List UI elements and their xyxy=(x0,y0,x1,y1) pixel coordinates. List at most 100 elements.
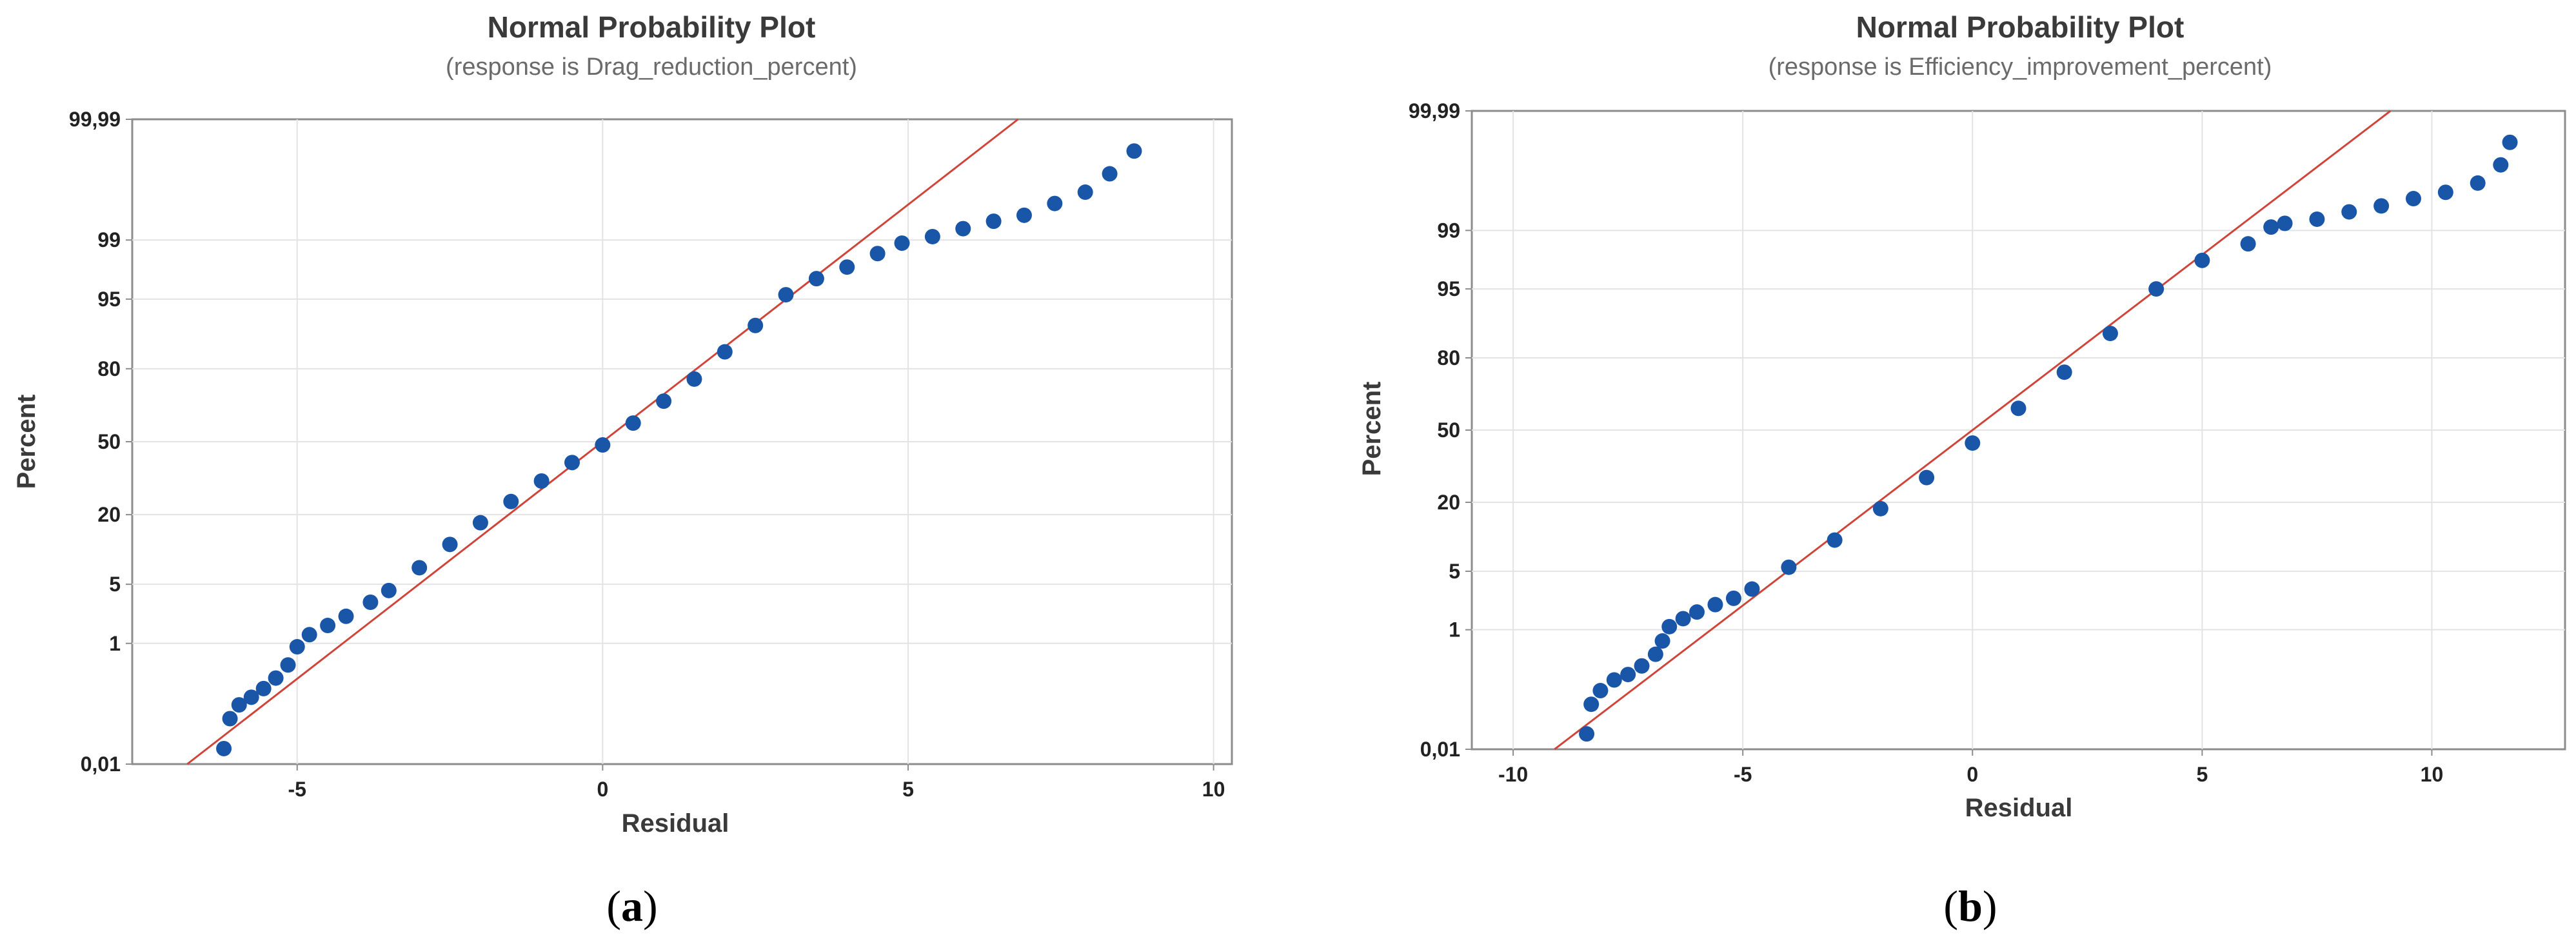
data-point xyxy=(1689,604,1705,620)
data-point xyxy=(503,493,519,509)
y-tick-label: 50 xyxy=(97,430,121,453)
data-point xyxy=(2056,364,2072,380)
data-point xyxy=(472,515,488,531)
data-point xyxy=(1077,184,1093,201)
panel-caption: (b) xyxy=(1943,881,1997,930)
data-point xyxy=(2470,175,2486,191)
data-point xyxy=(533,473,550,489)
y-tick-label: 5 xyxy=(109,573,121,596)
chart-panel-b: Normal Probability Plot (response is Eff… xyxy=(1358,10,2566,930)
x-tick-label: 10 xyxy=(1202,778,1225,801)
data-point xyxy=(289,639,305,655)
data-point xyxy=(1583,696,1600,713)
data-point xyxy=(1661,618,1678,634)
fit-line-segment xyxy=(1554,110,2392,751)
data-point xyxy=(1579,726,1595,742)
data-point xyxy=(2010,400,2026,417)
y-tick-label: 99,99 xyxy=(69,108,121,131)
fit-line xyxy=(1554,110,2392,751)
data-point xyxy=(255,680,272,696)
data-point xyxy=(2341,204,2357,220)
x-tick-label: -5 xyxy=(288,778,306,801)
x-axis-label: Residual xyxy=(622,809,729,838)
y-tick-label: 80 xyxy=(97,357,121,380)
x-tick-label: 0 xyxy=(597,778,608,801)
data-point xyxy=(222,711,238,727)
data-point xyxy=(2493,157,2509,173)
data-point xyxy=(1827,532,1843,548)
caption-letter: a xyxy=(621,881,643,930)
data-point xyxy=(986,213,1002,230)
data-point xyxy=(280,657,296,673)
data-point xyxy=(808,271,824,287)
y-tick-label: 5 xyxy=(1449,560,1460,583)
x-tick-labels: -10 -5 0 5 10 xyxy=(1498,763,2443,786)
grid-lines xyxy=(126,119,1232,771)
x-tick-label: -10 xyxy=(1498,763,1528,786)
y-tick-label: 1 xyxy=(1449,618,1460,642)
panel-caption: (a) xyxy=(606,881,657,930)
data-point xyxy=(2148,281,2165,297)
x-tick-label: 0 xyxy=(1967,763,1978,786)
data-point xyxy=(1047,195,1063,211)
y-tick-label: 95 xyxy=(97,288,121,311)
x-tick-label: -5 xyxy=(1734,763,1752,786)
data-point xyxy=(2263,219,2279,235)
y-axis-label: Percent xyxy=(1358,382,1386,477)
data-point xyxy=(1647,646,1663,662)
y-tick-label: 99 xyxy=(1437,219,1460,242)
data-point xyxy=(1965,435,1981,451)
x-tick-label: 5 xyxy=(902,778,914,801)
data-point xyxy=(1781,559,1797,575)
data-point xyxy=(1126,143,1142,159)
y-tick-label: 80 xyxy=(1437,346,1460,369)
data-points xyxy=(216,143,1142,756)
data-point xyxy=(924,228,940,244)
data-point xyxy=(778,287,794,303)
data-point xyxy=(2502,134,2518,150)
caption-open: ( xyxy=(606,881,621,930)
y-tick-label: 0,01 xyxy=(81,752,121,776)
grid-lines xyxy=(1465,110,2565,756)
data-point xyxy=(320,618,336,634)
data-point xyxy=(2405,191,2421,207)
data-point xyxy=(2373,198,2390,214)
data-point xyxy=(2102,326,2118,342)
y-tick-label: 50 xyxy=(1437,418,1460,442)
data-point xyxy=(1675,611,1691,627)
chart-subtitle: (response is Efficiency_improvement_perc… xyxy=(1769,54,2272,81)
caption-close: ) xyxy=(1983,881,1997,930)
y-tick-labels: 0,01 1 5 20 50 80 95 99 99,99 xyxy=(1409,99,1460,761)
data-points xyxy=(1579,134,2518,742)
data-point xyxy=(411,560,428,576)
data-point xyxy=(1102,166,1118,182)
x-tick-labels: -5 0 5 10 xyxy=(288,778,1225,801)
y-tick-label: 0,01 xyxy=(1420,738,1460,761)
caption-open: ( xyxy=(1943,881,1958,930)
y-axis-label: Percent xyxy=(12,395,41,489)
y-tick-label: 95 xyxy=(1437,277,1460,300)
data-point xyxy=(564,455,580,471)
data-point xyxy=(595,437,611,453)
data-point xyxy=(362,595,379,611)
data-point xyxy=(686,371,702,387)
y-tick-label: 20 xyxy=(1437,491,1460,514)
data-point xyxy=(869,246,886,262)
data-point xyxy=(243,689,259,705)
data-point xyxy=(231,697,247,713)
y-tick-label: 20 xyxy=(97,503,121,526)
data-point xyxy=(442,536,458,553)
data-point xyxy=(338,608,354,624)
data-point xyxy=(2194,252,2210,268)
data-point xyxy=(1707,596,1723,613)
data-point xyxy=(381,582,397,598)
chart-subtitle: (response is Drag_reduction_percent) xyxy=(446,54,857,81)
data-point xyxy=(1872,500,1888,516)
data-point xyxy=(1016,207,1032,223)
y-tick-label: 1 xyxy=(109,632,121,655)
data-point xyxy=(955,221,971,237)
caption-letter: b xyxy=(1958,881,1983,930)
data-point xyxy=(2240,236,2256,252)
data-point xyxy=(1620,667,1636,683)
